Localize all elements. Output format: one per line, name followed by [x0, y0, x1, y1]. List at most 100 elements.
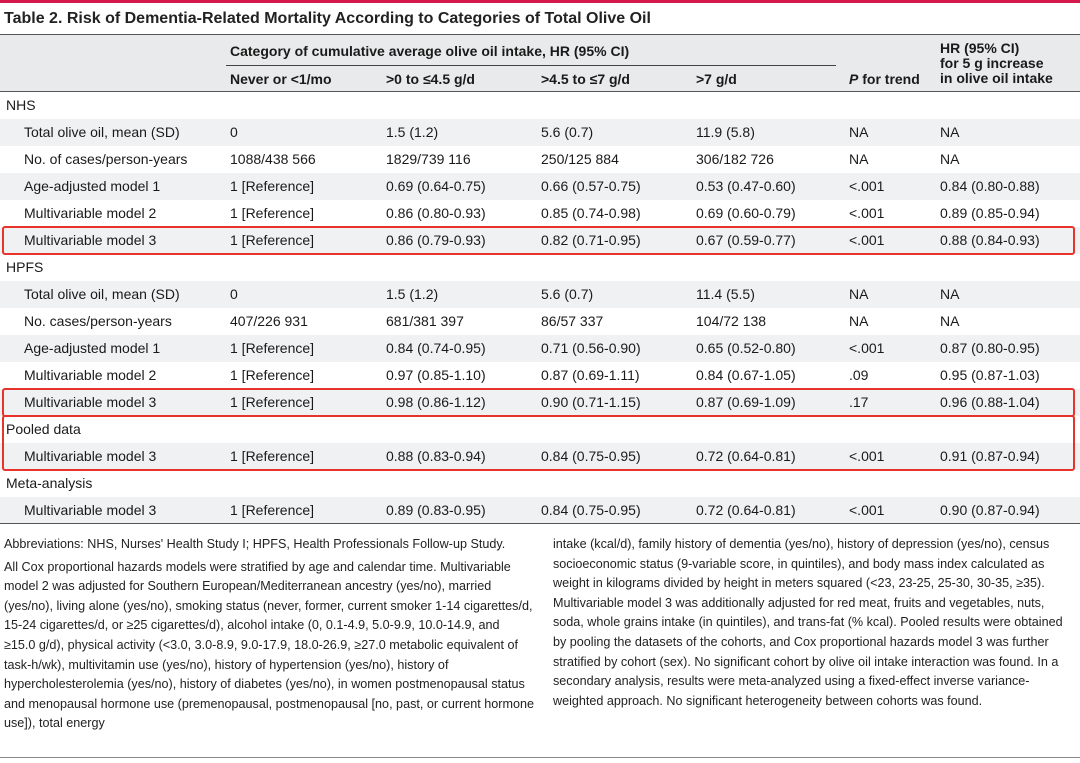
table-cell: 0	[230, 286, 238, 302]
table-cell: 1088/438 566	[230, 151, 316, 167]
footer-rule	[0, 757, 1080, 758]
row-label: Multivariable model 2	[24, 367, 157, 383]
footnotes-left: Abbreviations: NHS, Nurses' Health Study…	[4, 535, 534, 734]
table-cell: 0.87 (0.69-1.11)	[541, 367, 640, 383]
row-stripe	[0, 227, 1080, 254]
row-label: Multivariable model 3	[24, 502, 157, 518]
table-cell: 0.82 (0.71-0.95)	[541, 232, 641, 248]
highlight-box	[2, 388, 1075, 417]
table-cell: 1.5 (1.2)	[386, 124, 439, 140]
p-trend-header: P for trend	[849, 71, 920, 87]
column-header: >7 g/d	[696, 71, 737, 87]
table-cell: NA	[940, 313, 960, 329]
table-cell: 0.53 (0.47-0.60)	[696, 178, 796, 194]
hr-header-line-1: HR (95% CI)	[940, 40, 1020, 56]
row-label: Multivariable model 3	[24, 448, 157, 464]
table-cell: 104/72 138	[696, 313, 767, 329]
table-cell: 0.90 (0.87-0.94)	[940, 502, 1040, 518]
table-cell: 0.85 (0.74-0.98)	[541, 205, 641, 221]
table-cell: NA	[849, 286, 869, 302]
row-label: No. cases/person-years	[24, 313, 172, 329]
table-cell: 0.86 (0.79-0.93)	[386, 232, 486, 248]
table-cell: 0.84 (0.74-0.95)	[386, 340, 486, 356]
row-stripe	[0, 443, 1080, 470]
table-cell: 0.69 (0.64-0.75)	[386, 178, 486, 194]
table-cell: <.001	[849, 502, 885, 518]
table-cell: 0.65 (0.52-0.80)	[696, 340, 796, 356]
table-cell: 0.89 (0.83-0.95)	[386, 502, 486, 518]
highlight-box	[2, 226, 1075, 255]
table-cell: 1.5 (1.2)	[386, 286, 439, 302]
table-cell: .09	[849, 367, 869, 383]
abbreviations-note: Abbreviations: NHS, Nurses' Health Study…	[4, 537, 506, 551]
table-cell: .17	[849, 394, 869, 410]
section-heading: Meta-analysis	[6, 475, 93, 491]
table-cell: 306/182 726	[696, 151, 774, 167]
group-header: Category of cumulative average olive oil…	[230, 43, 630, 59]
table-cell: <.001	[849, 178, 885, 194]
table-cell: 86/57 337	[541, 313, 604, 329]
table-cell: 0.97 (0.85-1.10)	[386, 367, 486, 383]
table-cell: NA	[849, 151, 869, 167]
table-bottom-rule	[0, 523, 1080, 524]
table-cell: 0.90 (0.71-1.15)	[541, 394, 641, 410]
table-cell: 1 [Reference]	[230, 367, 315, 383]
row-stripe	[0, 119, 1080, 146]
row-stripe	[0, 335, 1080, 362]
column-header: Never or <1/mo	[230, 71, 332, 87]
row-label: Age-adjusted model 1	[24, 178, 161, 194]
table-cell: 11.4 (5.5)	[696, 286, 755, 302]
table-cell: NA	[940, 286, 960, 302]
table-cell: 0.69 (0.60-0.79)	[696, 205, 796, 221]
column-header: >4.5 to ≤7 g/d	[541, 71, 630, 87]
table-cell: <.001	[849, 205, 885, 221]
table-cell: 0.98 (0.86-1.12)	[386, 394, 486, 410]
table-cell: 407/226 931	[230, 313, 308, 329]
row-label: Age-adjusted model 1	[24, 340, 161, 356]
table-cell: 1 [Reference]	[230, 340, 315, 356]
section-heading: Pooled data	[6, 421, 81, 437]
header-rule	[0, 91, 1080, 92]
row-stripe	[0, 173, 1080, 200]
title-rule	[0, 34, 1080, 35]
hr-header-line-3: in olive oil intake	[940, 70, 1053, 86]
table-cell: 0.66 (0.57-0.75)	[541, 178, 641, 194]
table-cell: 0.84 (0.80-0.88)	[940, 178, 1040, 194]
table-cell: 0.84 (0.75-0.95)	[541, 502, 641, 518]
table-cell: 0.89 (0.85-0.94)	[940, 205, 1040, 221]
table-cell: 0.88 (0.83-0.94)	[386, 448, 486, 464]
models-note-continued: intake (kcal/d), family history of demen…	[553, 537, 1063, 708]
table-cell: NA	[849, 313, 869, 329]
table-cell: 0.91 (0.87-0.94)	[940, 448, 1040, 464]
table-cell: 0.67 (0.59-0.77)	[696, 232, 796, 248]
table-cell: NA	[940, 151, 960, 167]
table-cell: 0.87 (0.80-0.95)	[940, 340, 1040, 356]
table-cell: NA	[940, 124, 960, 140]
highlight-box	[2, 415, 1075, 471]
table-cell: 0.88 (0.84-0.93)	[940, 232, 1040, 248]
row-stripe	[0, 389, 1080, 416]
table-cell: 0	[230, 124, 238, 140]
table-cell: 0.95 (0.87-1.03)	[940, 367, 1040, 383]
row-label: Total olive oil, mean (SD)	[24, 286, 180, 302]
table-cell: 1829/739 116	[386, 151, 471, 167]
table-cell: 1 [Reference]	[230, 178, 315, 194]
column-header: >0 to ≤4.5 g/d	[386, 71, 475, 87]
section-heading: HPFS	[6, 259, 44, 275]
table-cell: <.001	[849, 232, 885, 248]
table-cell: 1 [Reference]	[230, 232, 315, 248]
table-cell: 0.71 (0.56-0.90)	[541, 340, 641, 356]
table-cell: 0.72 (0.64-0.81)	[696, 448, 796, 464]
row-stripe	[0, 281, 1080, 308]
row-label: Total olive oil, mean (SD)	[24, 124, 180, 140]
row-label: No. of cases/person-years	[24, 151, 188, 167]
table-cell: 0.86 (0.80-0.93)	[386, 205, 486, 221]
table-cell: 1 [Reference]	[230, 205, 315, 221]
table-header	[0, 35, 1080, 91]
group-header-rule	[226, 65, 836, 66]
row-label: Multivariable model 3	[24, 232, 157, 248]
row-stripe	[0, 497, 1080, 524]
table-cell: 0.84 (0.67-1.05)	[696, 367, 796, 383]
footnotes-right: intake (kcal/d), family history of demen…	[553, 535, 1078, 711]
models-note: All Cox proportional hazards models were…	[4, 559, 534, 731]
